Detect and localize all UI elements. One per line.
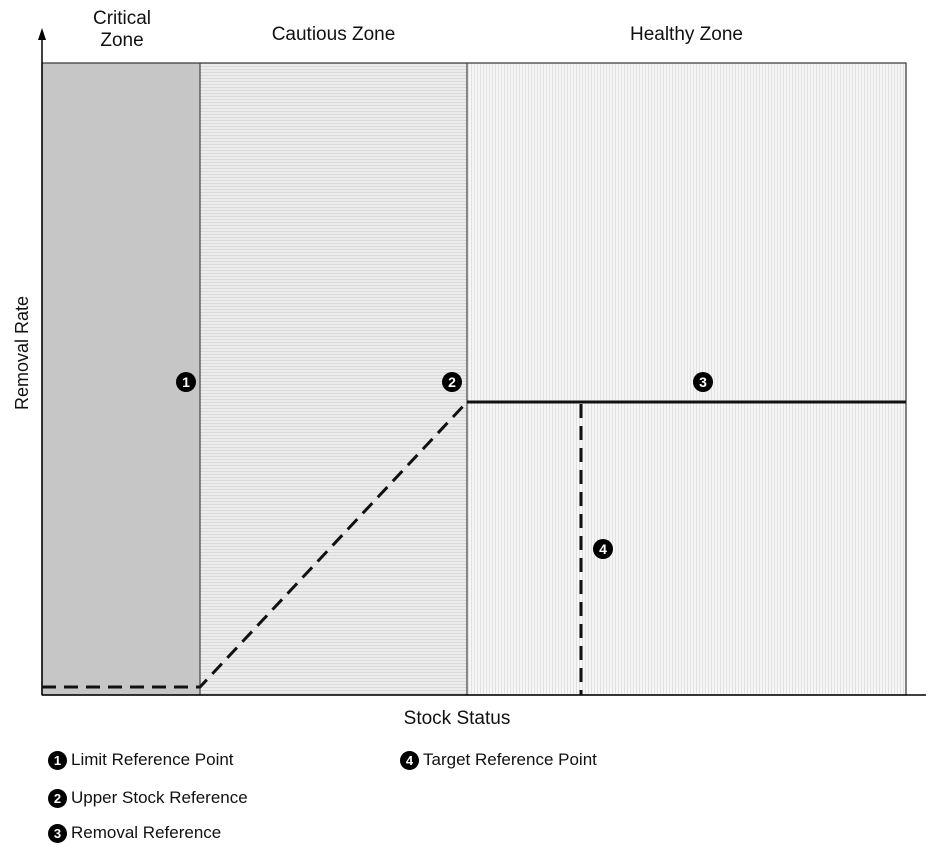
legend-label: Target Reference Point (423, 750, 597, 769)
zone-label: Cautious Zone (271, 24, 396, 45)
marker: 1 (176, 372, 196, 392)
cautious-zone (200, 63, 467, 695)
legend-marker: 2 (48, 788, 67, 808)
legend-marker: 3 (48, 823, 67, 843)
x-axis-label: Stock Status (404, 708, 511, 729)
control-rule-dashed (42, 400, 469, 689)
legend-marker: 1 (48, 750, 67, 770)
marker-label: 3 (699, 374, 707, 390)
legend-item: 4 Target Reference Point (400, 750, 597, 770)
zone-label: Critical Zone (92, 8, 152, 51)
marker: 2 (442, 372, 462, 392)
marker: 4 (593, 539, 613, 559)
marker-label: 1 (182, 374, 190, 390)
marker-label: 2 (448, 374, 456, 390)
legend-label: Removal Reference (71, 823, 222, 842)
y-axis-label: Removal Rate (12, 296, 32, 410)
marker-label: 4 (599, 541, 607, 557)
legend-item: 2 Upper Stock Reference (48, 788, 248, 808)
legend-label: Limit Reference Point (71, 750, 234, 769)
critical-zone (42, 63, 200, 695)
y-axis-arrow (38, 28, 46, 40)
legend-label: Upper Stock Reference (71, 788, 248, 807)
legend-item: 3 Removal Reference (48, 823, 221, 843)
marker: 3 (693, 372, 713, 392)
healthy-zone (467, 63, 906, 695)
legend-marker: 4 (400, 750, 419, 770)
legend-item: 1 Limit Reference Point (48, 750, 234, 770)
zone-label: Healthy Zone (629, 24, 743, 45)
